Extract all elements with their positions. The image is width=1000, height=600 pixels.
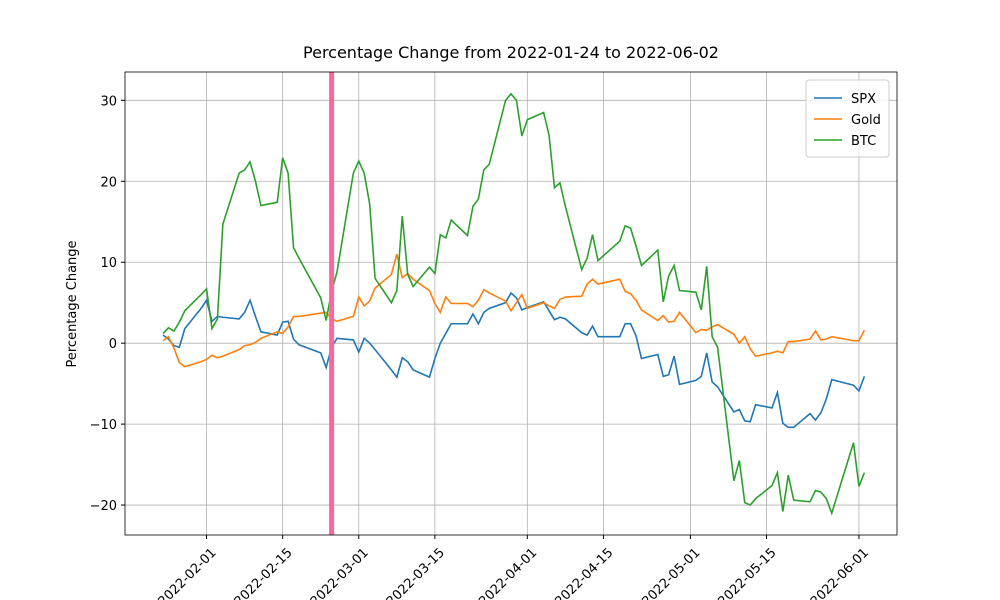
legend-label: Gold xyxy=(851,113,881,128)
x-tick-label: 2022-05-01 xyxy=(639,545,703,600)
y-tick-label: 0 xyxy=(109,337,117,352)
x-tick-label: 2022-02-01 xyxy=(156,545,220,600)
x-tick-label: 2022-03-01 xyxy=(308,545,372,600)
series-line xyxy=(162,253,866,368)
y-tick-label: 20 xyxy=(100,175,117,190)
plot-frame xyxy=(124,71,898,536)
y-tick-label: 10 xyxy=(100,256,117,271)
x-tick-label: 2022-05-15 xyxy=(716,545,780,600)
y-tick-label: −10 xyxy=(90,418,117,433)
x-tick-label: 2022-02-15 xyxy=(232,545,296,600)
legend-label: SPX xyxy=(851,92,876,107)
legend-label: BTC xyxy=(851,134,876,149)
legend-box xyxy=(805,79,890,158)
x-tick-label: 2022-06-01 xyxy=(808,545,872,600)
y-tick-label: −20 xyxy=(90,499,117,514)
x-tick-label: 2022-04-15 xyxy=(552,545,616,600)
y-axis-label: Percentage Change xyxy=(65,240,80,367)
series-line xyxy=(162,291,866,429)
x-tick-label: 2022-04-01 xyxy=(476,545,540,600)
x-tick-label: 2022-03-15 xyxy=(384,545,448,600)
chart-title: Percentage Change from 2022-01-24 to 202… xyxy=(303,43,719,62)
series-line xyxy=(162,92,866,516)
y-tick-label: 30 xyxy=(100,94,117,109)
